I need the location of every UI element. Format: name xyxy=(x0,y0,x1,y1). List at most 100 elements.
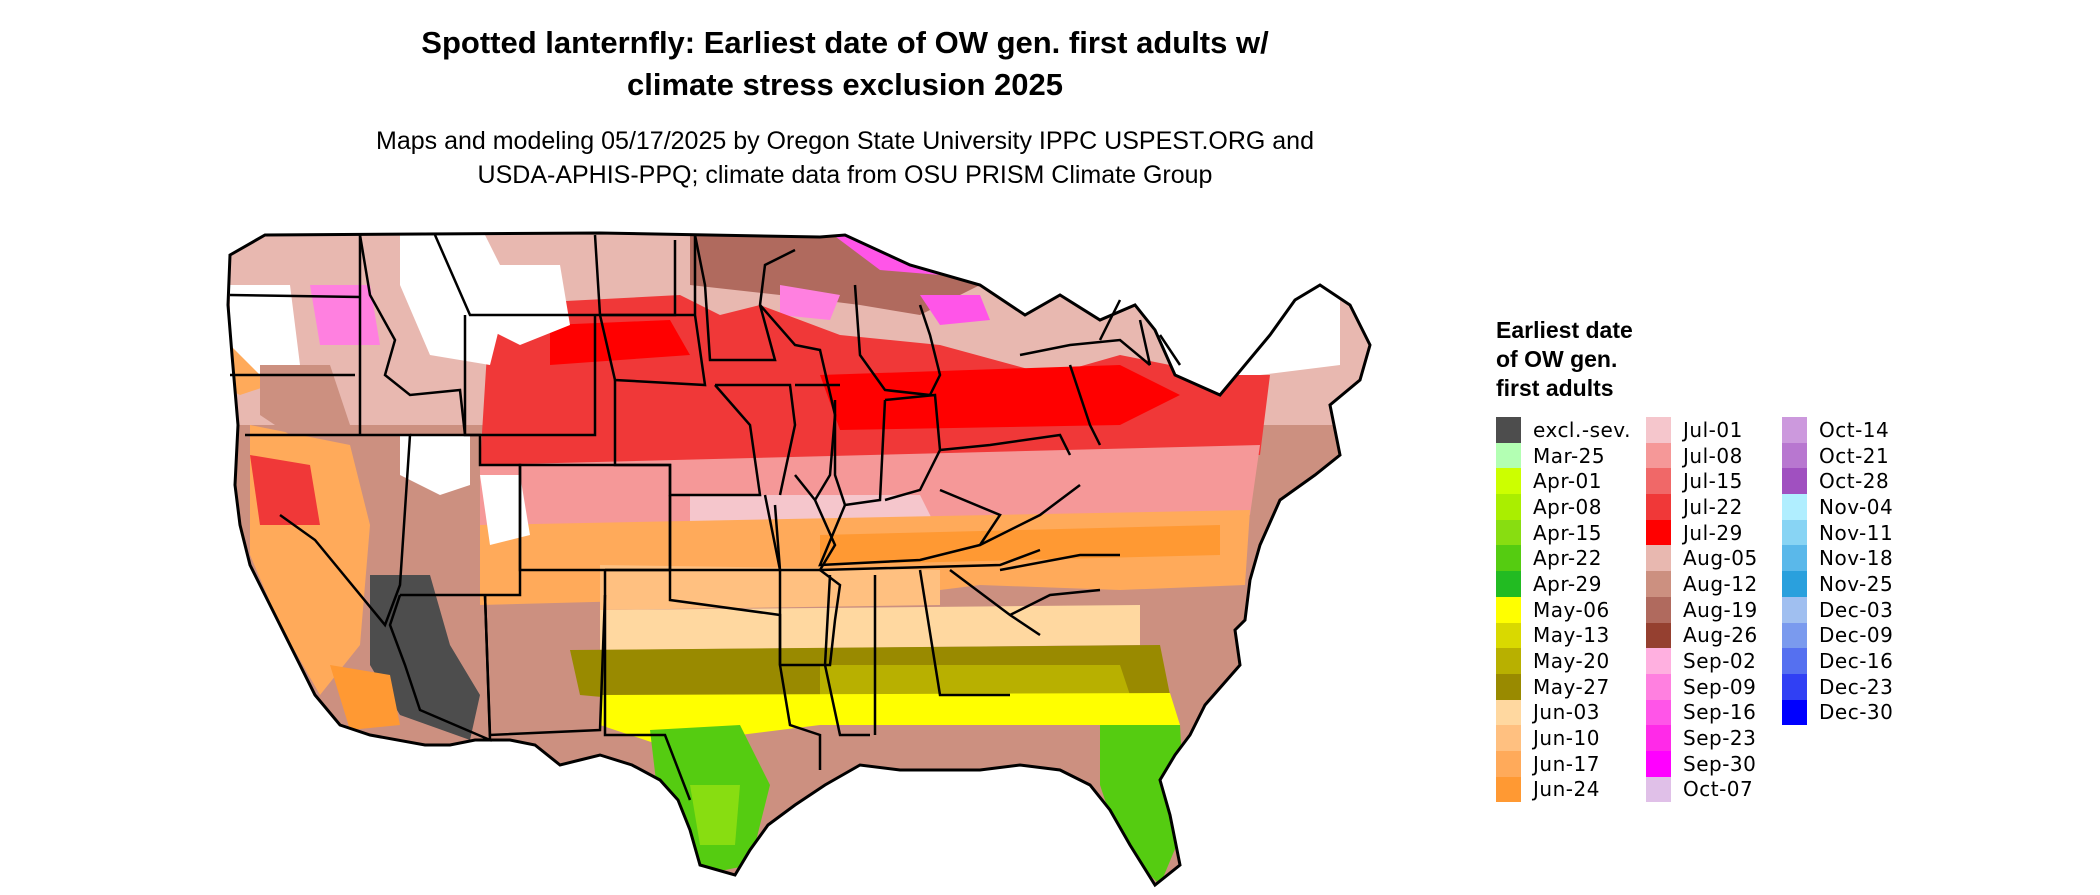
legend-label: Sep-30 xyxy=(1683,751,1757,776)
legend-label: Apr-01 xyxy=(1533,469,1602,494)
map-title-line2: climate stress exclusion 2025 xyxy=(627,67,1063,102)
legend-label: Dec-09 xyxy=(1819,623,1894,648)
legend-label: Apr-08 xyxy=(1533,494,1602,519)
legend-column-3: Oct-14 Oct-21 Oct-28 Nov-04 Nov-11 Nov-18 Nov-… xyxy=(1782,417,1894,726)
legend-swatch xyxy=(1496,750,1521,777)
legend-label: Oct-14 xyxy=(1819,417,1890,442)
legend-item: Nov-18 xyxy=(1782,545,1894,572)
legend-item: Sep-02 xyxy=(1646,648,1758,674)
legend-label: Nov-25 xyxy=(1819,571,1894,596)
map-title: Spotted lanternfly: Earliest date of OW … xyxy=(320,22,1370,106)
legend-swatch xyxy=(1496,417,1521,443)
region-magenta-mi xyxy=(780,285,840,320)
legend-label: Jun-03 xyxy=(1533,700,1600,725)
legend-item: Oct-21 xyxy=(1782,442,1893,469)
legend-swatch xyxy=(1646,571,1671,597)
legend-item: Jul-08 xyxy=(1646,442,1758,469)
state-line-pnw xyxy=(229,235,362,435)
region-white-colorado xyxy=(480,475,530,545)
legend-swatch xyxy=(1782,545,1807,572)
state-line-northeast xyxy=(1019,299,1182,446)
legend-item: Apr-22 xyxy=(1496,545,1631,572)
legend-label: May-20 xyxy=(1533,649,1610,674)
legend-column-2: Jul-01 Jul-08 Jul-15 Jul-22 Jul-29 Aug-05 Aug-… xyxy=(1646,417,1758,803)
map-title-line1: Spotted lanternfly: Earliest date of OW … xyxy=(421,25,1269,60)
legend-item: Sep-16 xyxy=(1646,699,1758,726)
legend-item: excl.-sev. xyxy=(1496,417,1631,443)
legend-swatch xyxy=(1646,417,1671,443)
legend-swatch xyxy=(1646,494,1671,520)
us-map xyxy=(220,225,1480,890)
map-subtitle: Maps and modeling 05/17/2025 by Oregon S… xyxy=(320,124,1370,192)
title-block: Spotted lanternfly: Earliest date of OW … xyxy=(320,22,1370,192)
legend-label: Sep-16 xyxy=(1683,700,1757,725)
legend-item: Sep-30 xyxy=(1646,750,1758,777)
state-line-nevada xyxy=(245,433,412,628)
legend-item: Apr-15 xyxy=(1496,519,1631,546)
region-olive-light xyxy=(820,665,1130,695)
legend-label: Apr-15 xyxy=(1533,520,1602,545)
legend-item: Jun-10 xyxy=(1496,725,1631,751)
legend-swatch xyxy=(1646,725,1671,751)
legend-swatch xyxy=(1646,673,1671,700)
region-maine-white xyxy=(1170,285,1340,375)
legend-swatch xyxy=(1496,699,1521,726)
legend-swatch xyxy=(1782,596,1807,623)
legend-item: Apr-29 xyxy=(1496,571,1631,597)
legend-label: Oct-28 xyxy=(1819,469,1890,494)
legend-item: Dec-23 xyxy=(1782,673,1893,700)
legend-swatch xyxy=(1646,750,1671,777)
legend-label: Aug-26 xyxy=(1683,623,1758,648)
legend-item: Nov-11 xyxy=(1782,519,1893,546)
legend: Earliest date of OW gen. first adults ex… xyxy=(1496,316,2096,817)
legend-label: Aug-12 xyxy=(1683,571,1758,596)
legend-swatch xyxy=(1646,648,1671,674)
legend-label: Jul-01 xyxy=(1683,417,1743,442)
legend-swatch xyxy=(1646,622,1671,649)
legend-swatch xyxy=(1782,442,1807,469)
state-line-idaho xyxy=(358,234,467,436)
legend-swatch xyxy=(1646,442,1671,469)
legend-swatch xyxy=(1782,494,1807,520)
legend-swatch xyxy=(1496,776,1521,803)
legend-label: May-06 xyxy=(1533,597,1610,622)
legend-swatch xyxy=(1782,519,1807,546)
state-line-newmexico xyxy=(483,594,607,737)
legend-swatch xyxy=(1646,596,1671,623)
legend-label: Jun-24 xyxy=(1533,777,1600,802)
legend-item: Sep-23 xyxy=(1646,725,1758,751)
legend-item: Jun-17 xyxy=(1496,750,1631,777)
legend-swatch xyxy=(1646,519,1671,546)
state-line-missouri xyxy=(763,474,837,572)
legend-label: Nov-18 xyxy=(1819,546,1894,571)
legend-label: Dec-16 xyxy=(1819,649,1894,674)
legend-item: Apr-01 xyxy=(1496,468,1631,495)
legend-swatch xyxy=(1782,468,1807,495)
region-red-california xyxy=(250,455,320,525)
legend-item: Jul-01 xyxy=(1646,417,1758,443)
region-white-montana xyxy=(480,265,570,345)
region-excluded-arizona xyxy=(370,575,480,740)
legend-label: Apr-29 xyxy=(1533,571,1602,596)
region-pink xyxy=(480,445,1260,535)
region-red-ohio xyxy=(820,365,1180,430)
legend-swatch xyxy=(1496,519,1521,546)
legend-swatch xyxy=(1782,673,1807,700)
legend-swatch xyxy=(1496,596,1521,623)
legend-swatch xyxy=(1782,571,1807,597)
legend-label: Jul-29 xyxy=(1683,520,1743,545)
legend-item: Aug-12 xyxy=(1646,571,1758,597)
state-line-wyoming xyxy=(463,315,597,437)
legend-label: Sep-02 xyxy=(1683,649,1757,674)
legend-column-1: excl.-sev. Mar-25 Apr-01 Apr-08 Apr-15 Apr-22… xyxy=(1496,417,1631,803)
state-line-utah xyxy=(400,433,522,597)
legend-swatch xyxy=(1496,673,1521,700)
legend-label: Nov-04 xyxy=(1819,494,1894,519)
legend-label: Jul-08 xyxy=(1683,443,1743,468)
state-line-wisconsin-illinois xyxy=(759,304,840,501)
legend-item: Aug-05 xyxy=(1646,545,1758,572)
legend-item: Jul-29 xyxy=(1646,519,1758,546)
map-subtitle-line2: USDA-APHIS-PPQ; climate data from OSU PR… xyxy=(477,161,1213,189)
legend-item: Jun-03 xyxy=(1496,699,1631,726)
legend-swatch xyxy=(1496,468,1521,495)
